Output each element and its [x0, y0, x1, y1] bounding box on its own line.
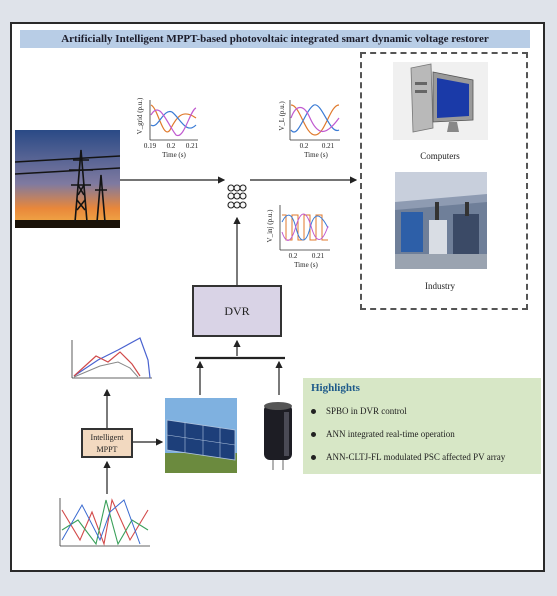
bullet-icon [311, 432, 316, 438]
computers-label: Computers [420, 151, 460, 161]
load-phase-a [290, 104, 340, 136]
inj-plot-tick-2: 0.21 [311, 252, 325, 260]
inj-plot-xlabel: Time (s) [294, 261, 318, 269]
pv-curve-gray [73, 361, 139, 378]
load-plot-tick-2: 0.21 [321, 142, 335, 150]
diagram-title: Artificially Intelligent MPPT-based phot… [20, 30, 530, 48]
pv-array-image [165, 398, 237, 473]
industry-scene [395, 172, 487, 269]
highlight-item: ANN integrated real-time operation [311, 429, 455, 439]
highlight-item: ANN-CLTJ-FL modulated PSC affected PV ar… [311, 452, 505, 462]
computer-icon [393, 62, 488, 140]
computer-image [393, 62, 488, 140]
highlight-text: SPBO in DVR control [326, 406, 407, 416]
grid-phase-c [150, 107, 197, 136]
grid-plot-tick-3: 0.21 [185, 142, 199, 150]
inj-phase-c [281, 213, 329, 241]
dvr-block: DVR [192, 285, 282, 337]
grid-plot-tick-1: 0.19 [143, 142, 157, 150]
transmission-tower-image [15, 130, 120, 228]
bullet-icon [311, 455, 316, 461]
intelligent-mppt-block: Intelligent MPPT [81, 428, 133, 458]
load-plot-tick-1: 0.2 [299, 142, 309, 150]
grid-plot-xlabel: Time (s) [162, 151, 186, 159]
industry-label: Industry [425, 281, 455, 291]
industry-image [395, 172, 487, 269]
mppt-line-1: Intelligent [90, 433, 124, 442]
highlight-text: ANN-CLTJ-FL modulated PSC affected PV ar… [326, 452, 506, 462]
inj-plot-tick-1: 0.2 [288, 252, 298, 260]
pv-curve-blue [73, 337, 151, 379]
grid-plot-axes [149, 100, 198, 141]
capacitor-icon [258, 398, 298, 473]
pv-curve-red [73, 351, 141, 377]
grid-phase-b [150, 111, 197, 129]
inj-phase-b [281, 214, 329, 241]
capacitor-image [258, 398, 298, 473]
waveform-red [61, 498, 149, 547]
waveform-blue [61, 499, 141, 545]
mppt-line-2: MPPT [96, 445, 118, 454]
pv-panel-drawing [165, 398, 237, 473]
transmission-tower-drawing [15, 130, 120, 228]
waveform-green [61, 499, 149, 546]
load-plot-xlabel: Time (s) [304, 151, 328, 159]
load-phase-c [290, 106, 340, 133]
bullet-icon [311, 409, 316, 415]
highlight-text: ANN integrated real-time operation [326, 429, 455, 439]
highlights-box: Highlights SPBO in DVR control ANN integ… [303, 378, 541, 474]
grid-plot-tick-2: 0.2 [166, 142, 176, 150]
loads-container [360, 52, 528, 310]
grid-phase-a [150, 104, 197, 133]
highlight-item: SPBO in DVR control [311, 406, 407, 416]
highlights-heading: Highlights [311, 382, 360, 394]
